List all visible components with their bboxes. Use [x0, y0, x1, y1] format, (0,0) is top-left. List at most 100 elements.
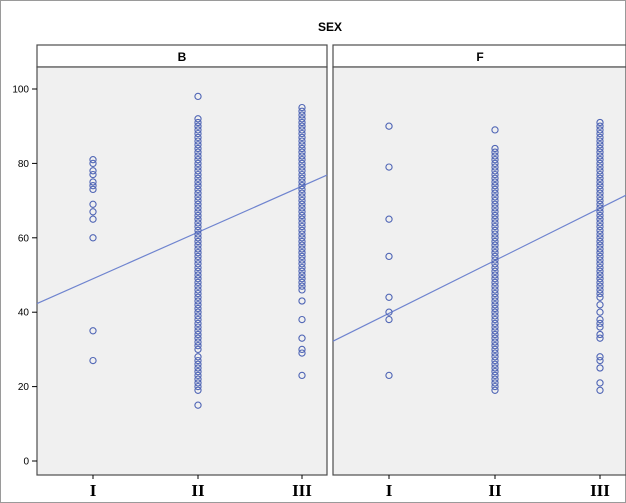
panel-b-point-iii	[298, 275, 306, 283]
panel-b-label: B	[178, 50, 187, 64]
panel-f-point-iii	[596, 167, 604, 175]
panel-f-point-ii	[491, 386, 499, 394]
y-tick-label: 20	[18, 382, 30, 393]
panel-f-point-ii	[491, 353, 499, 361]
panel-b-point-iii	[298, 249, 306, 257]
panel-b-point-i	[89, 178, 97, 186]
panel-f-point-iii	[596, 271, 604, 279]
panel-b-point-ii	[194, 126, 202, 134]
panel-f-point-iii	[596, 200, 604, 208]
panel-b-point-ii	[194, 301, 202, 309]
panel-b-point-ii	[194, 115, 202, 123]
panel-b-point-iii	[298, 185, 306, 194]
panel-f-point-i	[385, 163, 393, 171]
panel-b-point-iii	[298, 137, 306, 145]
panel-f-point-ii	[491, 356, 499, 365]
panel-f-point-ii	[491, 174, 499, 182]
panel-f-point-ii	[491, 286, 499, 294]
panel-b-point-iii	[298, 167, 306, 175]
panel-f-point-iii	[596, 185, 604, 194]
panel-f-point-ii	[491, 252, 499, 261]
panel-b-point-iii	[298, 345, 306, 354]
panel-b-point-iii	[298, 118, 306, 127]
panel-b-point-ii	[194, 289, 202, 298]
panel-b-point-ii	[194, 152, 202, 160]
panel-f-point-iii	[596, 263, 604, 272]
panel-b-point-iii	[298, 111, 306, 119]
panel-b-point-ii	[194, 193, 202, 201]
panel-f-point-iii	[596, 234, 604, 242]
panel-f-point-ii	[491, 241, 499, 249]
panel-f-point-iii	[596, 204, 604, 212]
panel-b-point-i	[89, 215, 97, 223]
panel-b-point-ii	[194, 382, 202, 391]
panel-f-point-ii	[491, 349, 499, 357]
panel-f-point-iii	[596, 356, 604, 365]
panel-b-point-iii	[298, 215, 306, 223]
panel-f-point-ii	[491, 222, 499, 231]
panel-f-point-iii	[596, 211, 604, 220]
panel-f-point-ii	[491, 156, 499, 164]
panel-f-point-iii	[596, 308, 604, 316]
panel-f-point-iii	[596, 241, 604, 249]
panel-f-point-iii	[596, 267, 604, 275]
panel-b-point-ii	[194, 315, 202, 324]
panel-b-point-ii	[194, 263, 202, 272]
panel-b-point-iii	[298, 174, 306, 182]
panel-f-point-ii	[491, 271, 499, 279]
panel-b-point-iii	[298, 241, 306, 249]
panel-f-point-ii	[491, 152, 499, 160]
panel-f-point-ii	[491, 249, 499, 257]
panel-b-point-iii	[298, 282, 306, 290]
panel-b-point-iii	[298, 141, 306, 149]
panel-b-point-ii	[194, 271, 202, 279]
panel-f-point-ii	[491, 308, 499, 316]
panel-b-point-iii	[298, 263, 306, 272]
panel-b-point-iii	[298, 193, 306, 201]
panel-f-point-ii	[491, 226, 499, 235]
panel-f-point-i	[385, 308, 393, 316]
panel-f-point-iii	[596, 353, 604, 361]
panel-b-point-i	[89, 182, 97, 190]
panel-b-point-ii	[194, 129, 202, 138]
panel-b-point-ii	[194, 401, 202, 409]
panel-b-point-ii	[194, 353, 202, 361]
panel-f-point-iii	[596, 170, 604, 179]
panel-f-marks	[332, 118, 626, 394]
panel-f-point-iii	[596, 260, 604, 268]
panel-b-point-iii	[298, 271, 306, 279]
panel-f-point-ii	[491, 323, 499, 331]
panel-f-point-iii	[596, 386, 604, 394]
panel-f-point-ii	[491, 200, 499, 208]
panel-b-point-ii	[194, 178, 202, 186]
panel-b-point-iii	[298, 159, 306, 168]
panel-b-point-ii	[194, 364, 202, 372]
panel-f-point-ii	[491, 144, 499, 153]
panel-f-point-ii	[491, 237, 499, 246]
panel-b-point-iii	[298, 237, 306, 246]
panel-b-point-ii	[194, 345, 202, 354]
panel-f-point-ii	[491, 234, 499, 242]
panel-f-point-iii	[596, 364, 604, 372]
panel-f-point-ii	[491, 263, 499, 272]
panel-b-point-iii	[298, 129, 306, 138]
panel-b-point-iii	[298, 230, 306, 238]
panel-f-fit-line	[332, 194, 626, 342]
y-tick-label: 40	[18, 308, 30, 319]
panel-b-point-i	[89, 234, 97, 242]
panel-f-point-iii	[596, 148, 604, 156]
panel-b-point-ii	[194, 118, 202, 127]
panel-b-point-i	[89, 167, 97, 175]
panel-b-point-ii	[194, 375, 202, 383]
panel-f-point-iii	[596, 286, 604, 294]
panel-b-point-ii	[194, 196, 202, 205]
panel-f-point-iii	[596, 126, 604, 134]
panel-f-point-ii	[491, 182, 499, 190]
panel-b-point-ii	[194, 92, 202, 101]
panel-f-point-ii	[491, 315, 499, 324]
panel-f-point-ii	[491, 163, 499, 171]
x-tick-label: III	[292, 481, 312, 500]
panel-b-point-ii	[194, 245, 202, 253]
panel-f-point-ii	[491, 282, 499, 290]
y-axis: 0 20 40 60 80 100	[12, 85, 37, 468]
